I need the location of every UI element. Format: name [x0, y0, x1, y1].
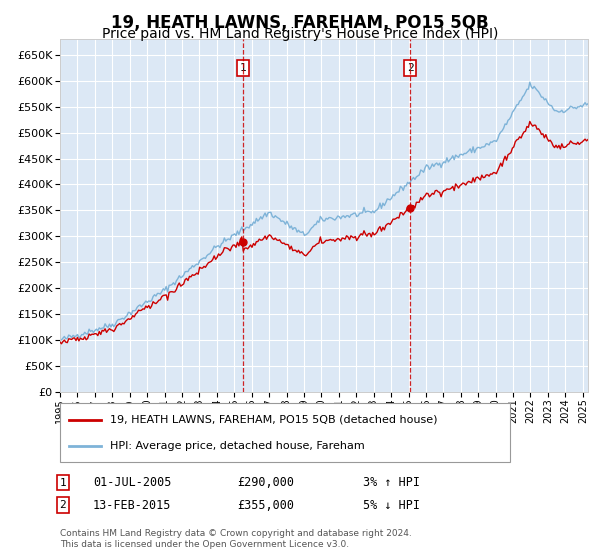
Text: £290,000: £290,000 — [237, 476, 294, 489]
Text: £355,000: £355,000 — [237, 498, 294, 512]
Text: 01-JUL-2005: 01-JUL-2005 — [93, 476, 172, 489]
Text: Price paid vs. HM Land Registry's House Price Index (HPI): Price paid vs. HM Land Registry's House … — [102, 27, 498, 41]
Text: 19, HEATH LAWNS, FAREHAM, PO15 5QB (detached house): 19, HEATH LAWNS, FAREHAM, PO15 5QB (deta… — [110, 414, 437, 424]
Text: 2: 2 — [407, 63, 413, 73]
Text: 1: 1 — [59, 478, 67, 488]
FancyBboxPatch shape — [60, 403, 510, 462]
Text: 3% ↑ HPI: 3% ↑ HPI — [363, 476, 420, 489]
Text: 19, HEATH LAWNS, FAREHAM, PO15 5QB: 19, HEATH LAWNS, FAREHAM, PO15 5QB — [111, 14, 489, 32]
Text: 1: 1 — [239, 63, 247, 73]
Text: Contains HM Land Registry data © Crown copyright and database right 2024.
This d: Contains HM Land Registry data © Crown c… — [60, 529, 412, 549]
Text: 2: 2 — [59, 500, 67, 510]
Text: 5% ↓ HPI: 5% ↓ HPI — [363, 498, 420, 512]
Text: HPI: Average price, detached house, Fareham: HPI: Average price, detached house, Fare… — [110, 441, 364, 451]
Text: 13-FEB-2015: 13-FEB-2015 — [93, 498, 172, 512]
